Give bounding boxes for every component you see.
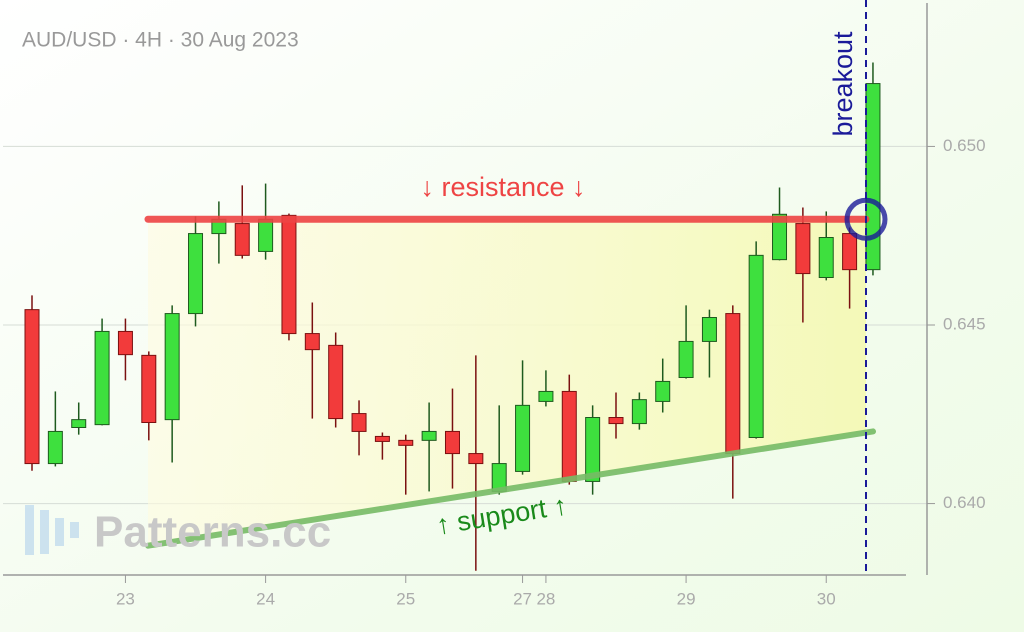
candle-body [701, 317, 717, 342]
x-tick-label: 23 [116, 589, 135, 608]
candle-body [164, 313, 180, 421]
candle-body [374, 435, 390, 442]
candle-body [818, 237, 834, 278]
candle-body [772, 213, 788, 261]
candle-body [655, 380, 671, 402]
watermark [25, 505, 79, 555]
candle-body [561, 390, 577, 482]
candle-body [678, 340, 694, 378]
x-tick-label: 25 [396, 589, 415, 608]
candle-body [117, 330, 133, 356]
candle-body [24, 309, 40, 465]
breakout-marker [844, 197, 888, 241]
candle-body [538, 390, 554, 402]
candle-body [351, 413, 367, 432]
zone [148, 219, 866, 546]
candle-body [141, 354, 157, 424]
candle-body [47, 430, 63, 465]
resistance-label: ↓ resistance ↓ [420, 172, 585, 202]
candle-body [444, 430, 460, 455]
y-tick-label: 0.645 [943, 314, 986, 333]
candle-body [865, 83, 881, 271]
chart-title: AUD/USD · 4H · 30 Aug 2023 [22, 29, 299, 52]
candle-body [398, 439, 414, 446]
overlay: ↓ resistance ↓↑ support ↑breakout [144, 0, 888, 575]
candle-body [585, 417, 601, 482]
candle-body [71, 419, 87, 428]
candle-body [234, 223, 250, 256]
candle-body [795, 223, 811, 275]
candle-body [515, 404, 531, 472]
candle-body [608, 417, 624, 425]
candle-body [842, 233, 858, 271]
x-tick-label: 30 [817, 589, 836, 608]
candle-body [468, 453, 484, 465]
candle-body [725, 313, 741, 455]
x-tick-label: 24 [256, 589, 275, 608]
candle-body [304, 333, 320, 351]
grid: 0.640 0.645 0.650 23 24 25 27 28 29 30 [3, 136, 986, 608]
x-tick-label: 29 [677, 589, 696, 608]
candle-body [748, 254, 764, 438]
candle-body [188, 233, 204, 315]
candle-body [94, 330, 110, 426]
pattern-zone [148, 219, 866, 546]
y-tick-label: 0.640 [943, 493, 986, 512]
candle-body [328, 344, 344, 420]
candle-body [281, 214, 297, 335]
x-tick-label: 27 [513, 589, 532, 608]
candle-body [631, 399, 647, 425]
candle-body [421, 430, 437, 441]
breakout-label: breakout [828, 31, 858, 137]
y-tick-label: 0.650 [943, 136, 986, 155]
x-tick-label: 28 [536, 589, 555, 608]
candle-body [258, 218, 274, 252]
watermark-text: Patterns.cc [94, 508, 331, 557]
support-line [145, 428, 876, 549]
